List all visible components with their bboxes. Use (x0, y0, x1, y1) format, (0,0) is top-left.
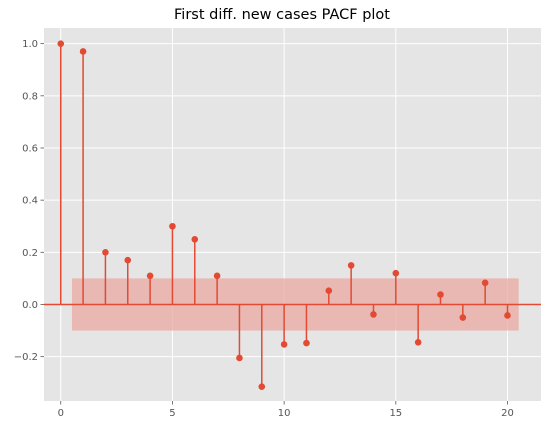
stem-marker (347, 262, 355, 269)
stem-marker (79, 48, 87, 55)
x-tick-label: 0 (58, 408, 64, 419)
y-tick-label: 1.0 (22, 39, 38, 50)
stem-marker (459, 314, 467, 321)
marker-layer (57, 40, 511, 390)
x-tick-label: 20 (501, 408, 514, 419)
stem-marker (303, 339, 310, 347)
stem-marker (124, 256, 132, 264)
stem-marker (258, 383, 266, 390)
stem-marker (370, 311, 377, 318)
stem-marker (102, 249, 109, 256)
stem-marker (146, 272, 154, 280)
x-tick-label: 5 (169, 408, 175, 419)
axis-labels: 0 5 10 15 20 −0.2 0.0 0.2 0.4 0.6 0.8 1.0 (14, 39, 514, 419)
stem-marker (57, 40, 65, 47)
stem-layer (44, 43, 541, 387)
y-tick-label: 0.4 (22, 196, 38, 207)
stem-marker (280, 341, 288, 348)
stem-marker (414, 339, 422, 346)
stem-marker (169, 222, 176, 230)
x-tick-label: 15 (389, 408, 402, 419)
stem-marker (392, 269, 400, 277)
stem-marker (236, 354, 243, 362)
chart-title: First diff. new cases PACF plot (174, 7, 390, 23)
stem-marker (325, 287, 333, 294)
stem-marker (191, 235, 199, 243)
y-tick-label: 0.0 (22, 300, 38, 311)
plot-background (44, 28, 541, 401)
y-tick-label: 0.6 (22, 143, 38, 154)
y-tick-label: −0.2 (14, 352, 38, 363)
x-tick-label: 10 (278, 408, 291, 419)
stem-marker (481, 279, 489, 287)
stem-marker (504, 312, 511, 319)
y-tick-label: 0.8 (22, 91, 38, 102)
stem-marker (213, 272, 221, 280)
y-tick-label: 0.2 (22, 248, 38, 259)
stem-marker (437, 291, 444, 298)
